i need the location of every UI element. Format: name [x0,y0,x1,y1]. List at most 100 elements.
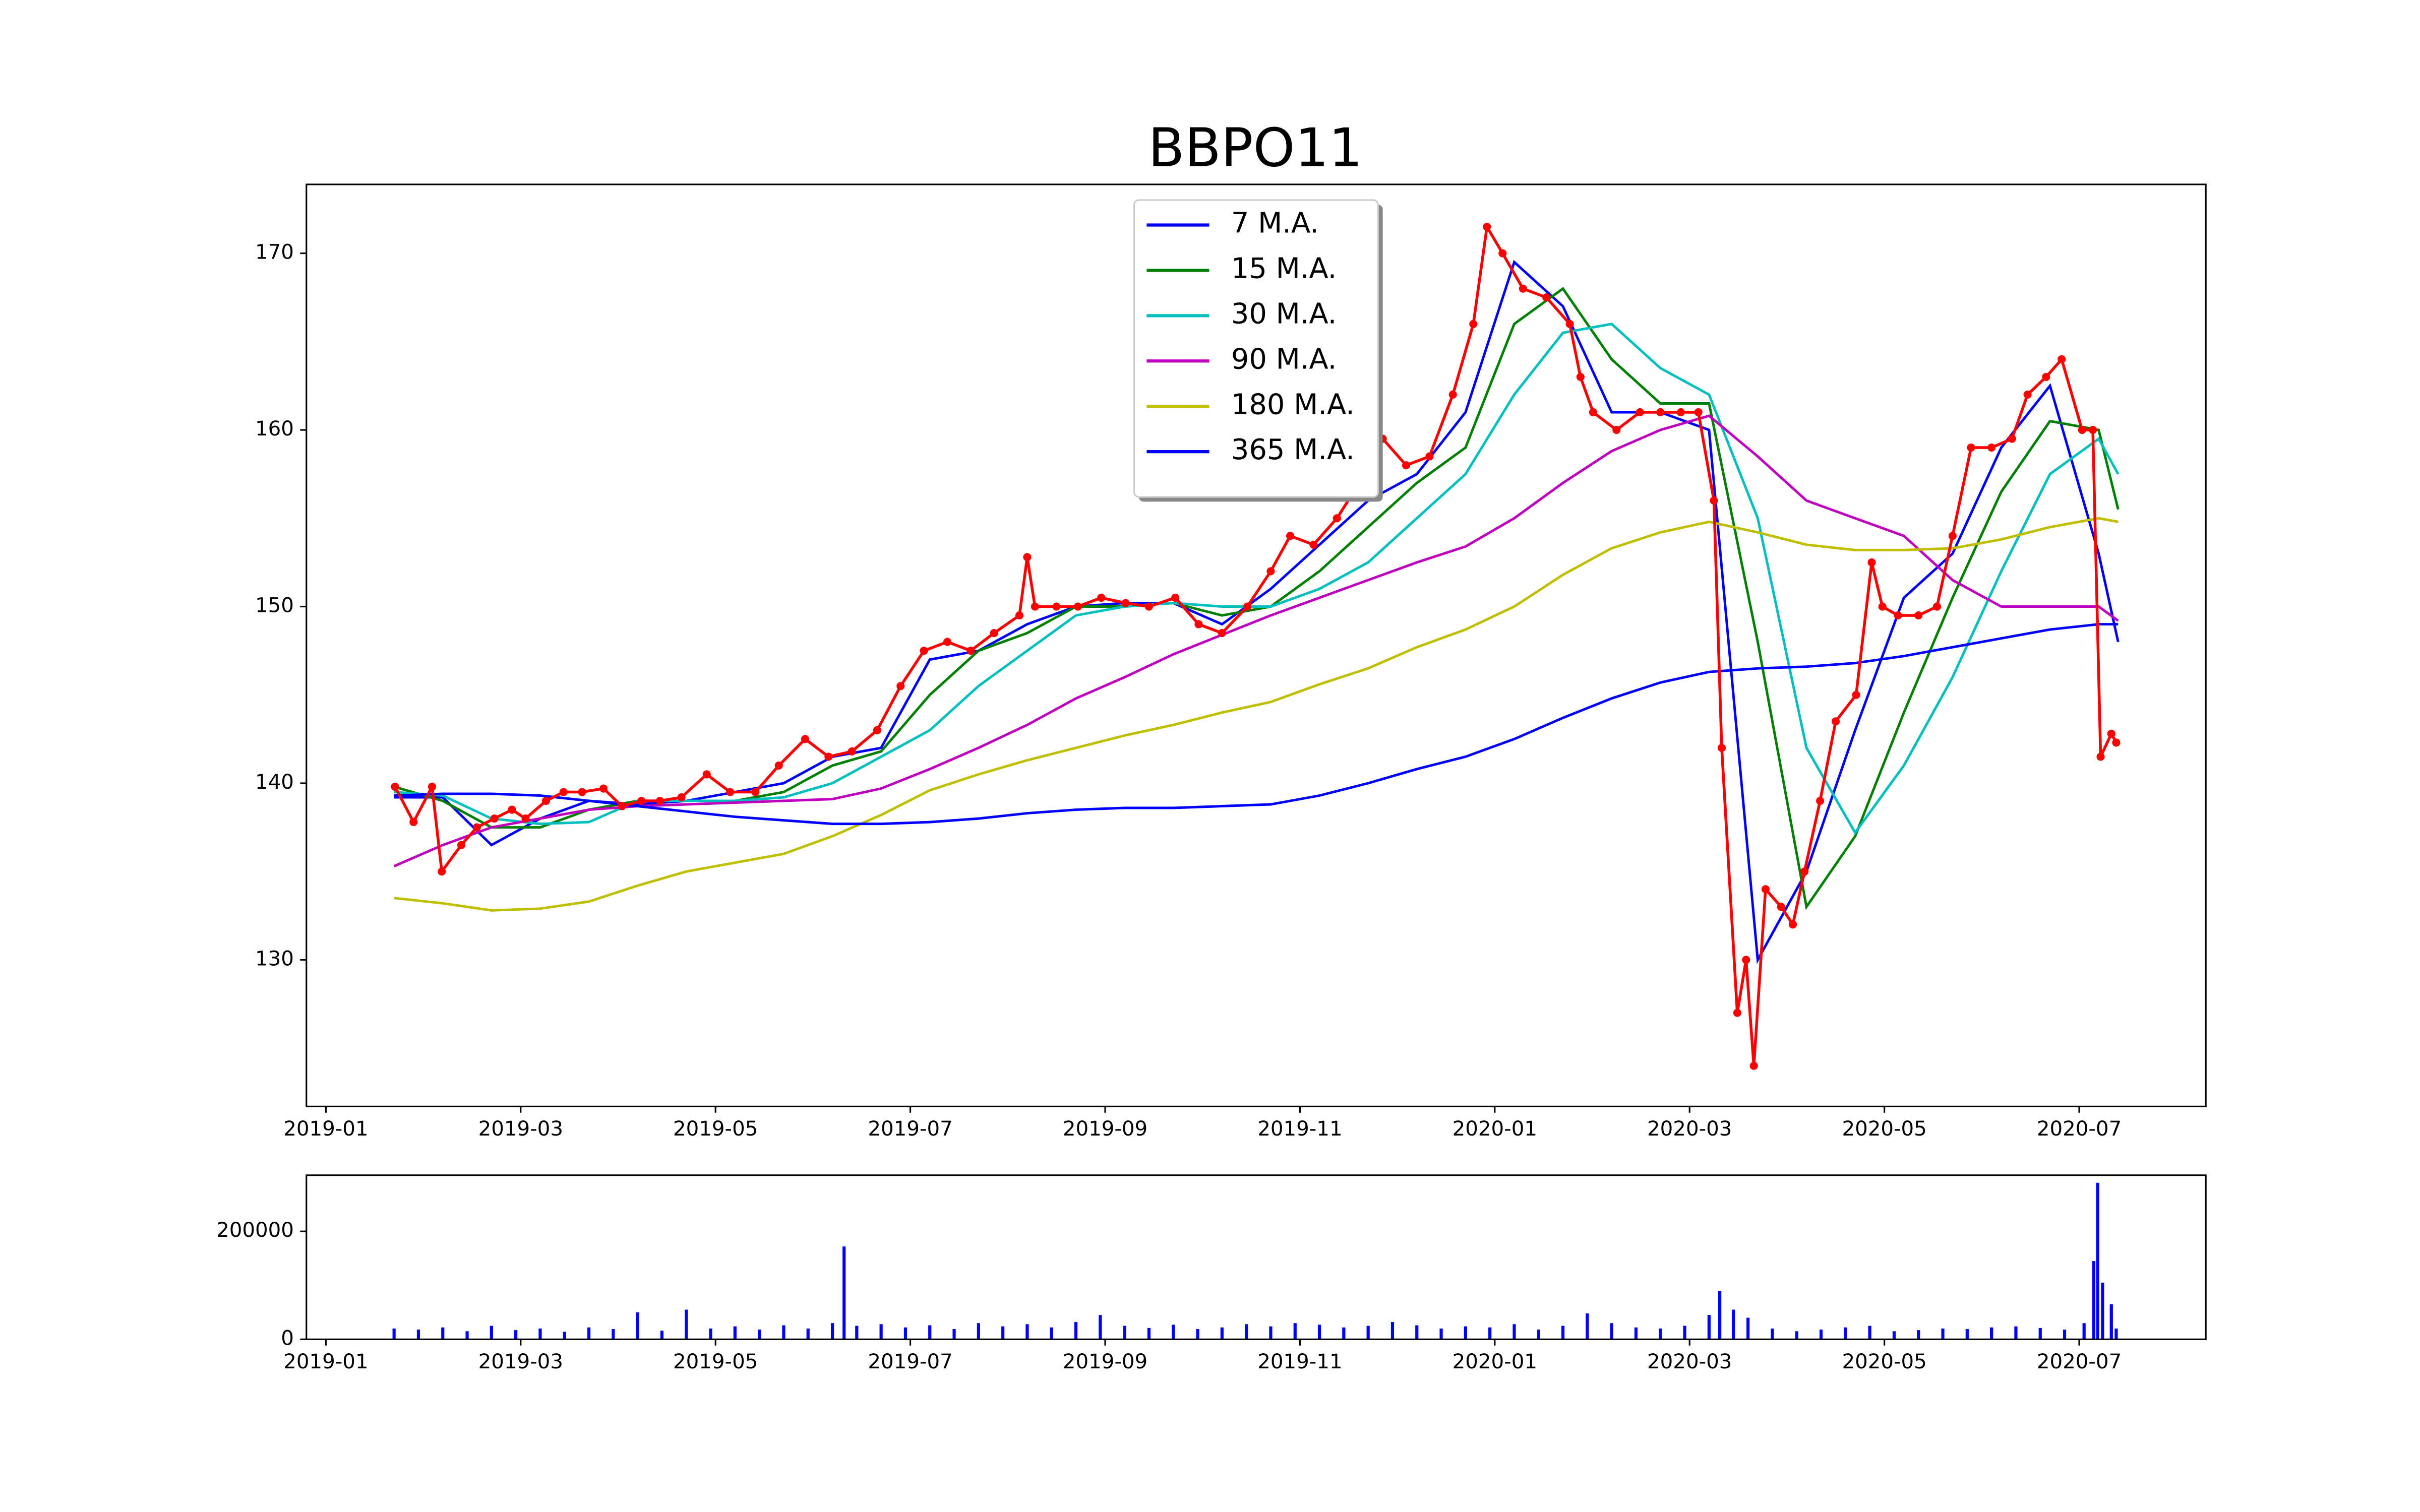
price-marker [428,782,437,791]
price-marker [1749,1061,1758,1070]
x-tick-label: 2019-01 [283,1350,368,1373]
price-marker [1121,599,1130,607]
price-marker [656,796,664,805]
volume-bar [1269,1326,1273,1340]
price-marker [751,788,760,796]
x-tick-label: 2019-07 [868,1117,952,1141]
price-marker [1589,408,1598,417]
axes-frame [306,183,2207,1107]
price-marker [1171,593,1180,602]
price-marker [618,802,626,810]
volume-bar [1001,1326,1005,1340]
price-marker [1073,602,1082,611]
volume-bar [1196,1329,1199,1340]
price-marker [1761,885,1770,894]
price-marker [702,770,711,779]
x-tick-label: 2019-11 [1257,1350,1342,1373]
volume-bar [1147,1328,1151,1340]
volume-bar [2063,1330,2067,1340]
volume-bar [1941,1328,1945,1340]
volume-bar [2096,1182,2099,1340]
x-tick-label: 2019-07 [868,1350,952,1373]
volume-bar [1732,1309,1735,1340]
volume-bar [733,1326,737,1340]
legend-label: 30 M.A. [1231,297,1337,330]
x-tick-label: 2019-09 [1063,1350,1147,1373]
price-marker [1333,514,1341,523]
price-marker [1987,444,1996,452]
x-tick-label: 2019-09 [1063,1117,1147,1141]
volume-bar [928,1325,932,1340]
x-tick-label: 2020-05 [1842,1117,1926,1141]
volume-bar [538,1328,542,1340]
ma-line [394,517,2119,912]
volume-bar [660,1331,664,1340]
volume-bar [1718,1290,1722,1340]
price-marker [1777,903,1785,911]
volume-bar [514,1330,518,1340]
volume-bar [1512,1324,1516,1340]
y-tick-label: 130 [255,947,294,970]
volume-bar [1561,1326,1565,1340]
price-marker [943,638,952,646]
price-marker [1469,320,1478,328]
volume-bar [1659,1328,1662,1340]
legend-label: 15 M.A. [1231,253,1337,285]
legend-label: 365 M.A. [1231,433,1355,466]
price-marker [2096,752,2105,761]
price-marker [1800,867,1809,876]
price-marker [1425,452,1434,461]
volume-bar [1965,1329,1969,1340]
volume-bar [977,1323,980,1340]
price-marker [1914,611,1923,620]
x-tick-label: 2020-01 [1453,1350,1537,1373]
x-tick-label: 2019-03 [478,1117,563,1141]
x-tick-label: 2020-05 [1842,1350,1926,1373]
volume-bar [1537,1330,1540,1340]
volume-bar [1917,1330,1920,1340]
x-tick-label: 2020-07 [2037,1117,2122,1141]
price-marker [1967,444,1975,452]
volume-bar [1844,1327,1847,1340]
volume-bar [2109,1304,2113,1340]
price-marker [1402,461,1411,470]
price-marker [2023,390,2032,399]
price-marker [1867,558,1876,566]
price-marker [409,818,418,827]
price-marker [1448,390,1457,399]
volume-bar [636,1312,639,1340]
volume-bar [1342,1327,1346,1340]
volume-bar [2101,1282,2104,1340]
price-marker [774,761,783,770]
price-marker [1694,408,1703,417]
legend-label: 90 M.A. [1231,343,1337,375]
volume-bar [1488,1327,1492,1340]
price-marker [990,629,998,638]
axes-frame [306,1174,2207,1340]
price-marker [1676,408,1685,417]
price-marker [1948,532,1957,540]
x-tick-label: 2020-03 [1647,1350,1732,1373]
volume-bar [1439,1328,1443,1340]
y-tick-label: 0 [281,1326,294,1350]
price-marker [1636,408,1644,417]
volume-bar [1050,1327,1053,1340]
volume-bar [1293,1323,1297,1340]
price-marker [1519,284,1527,293]
price-marker [1852,690,1860,699]
x-tick-label: 2019-03 [478,1350,563,1373]
y-tick-label: 170 [255,240,294,264]
price-marker [578,788,586,796]
volume-bar [2014,1326,2018,1340]
price-marker [637,796,646,805]
price-marker [2042,372,2050,381]
volume-bar [1220,1327,1224,1340]
volume-bar [1634,1327,1638,1340]
price-marker [2089,425,2097,434]
price-marker [1576,372,1585,381]
price-marker [1023,553,1032,561]
price-marker [1218,629,1226,638]
volume-bar [1099,1315,1102,1340]
price-marker [966,647,975,655]
